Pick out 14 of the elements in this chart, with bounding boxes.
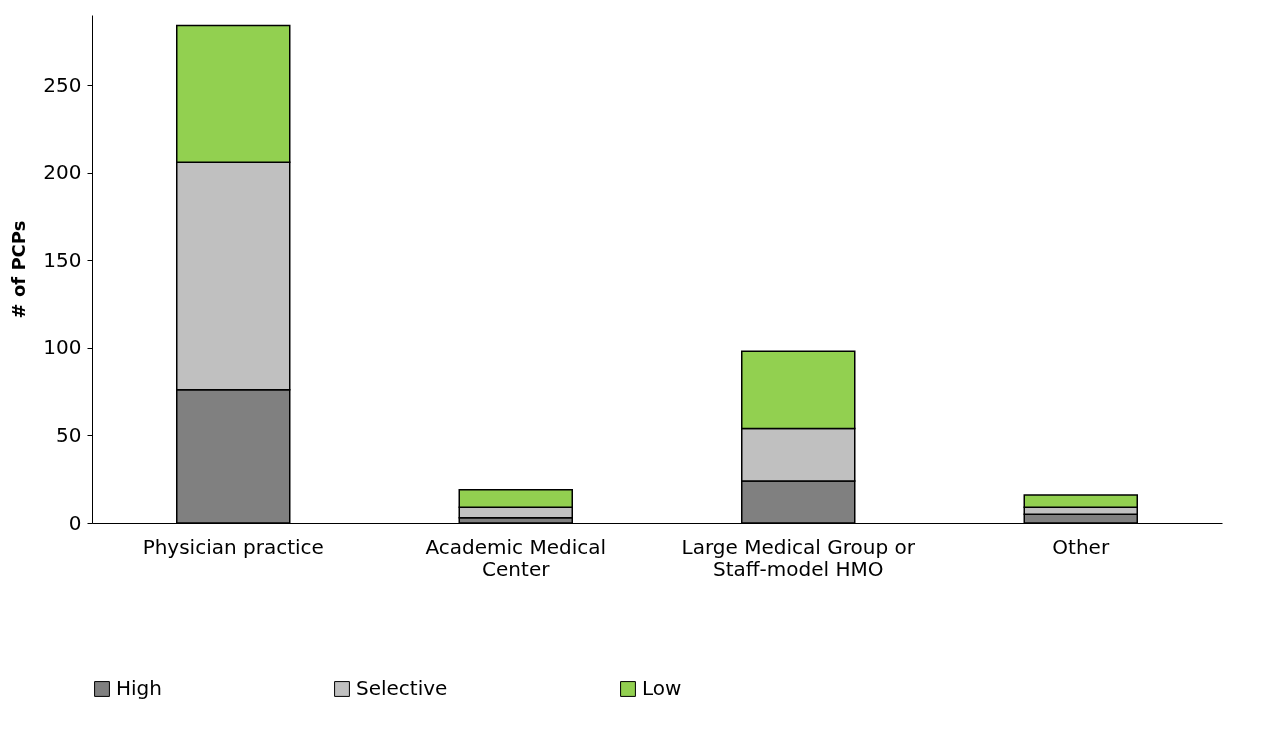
y-tick-label: 100	[43, 335, 82, 360]
y-axis-title: # of PCPs	[8, 220, 30, 319]
y-tick-label: 50	[56, 422, 82, 447]
x-tick-label: Large Medical Group or Staff-model HMO	[681, 534, 916, 581]
y-tick-label: 0	[68, 510, 82, 535]
x-tick-label: Physician practice	[142, 534, 324, 559]
y-tick-label: 200	[43, 160, 82, 185]
legend-label: Selective	[356, 676, 448, 700]
x-tick-label: Academic Medical Center	[425, 534, 607, 581]
y-tick-label: 150	[43, 247, 82, 272]
legend-label: Low	[642, 676, 682, 700]
y-tick-label: 250	[43, 72, 82, 97]
legend-label: High	[116, 676, 162, 700]
x-tick-label: Other	[1052, 534, 1110, 559]
